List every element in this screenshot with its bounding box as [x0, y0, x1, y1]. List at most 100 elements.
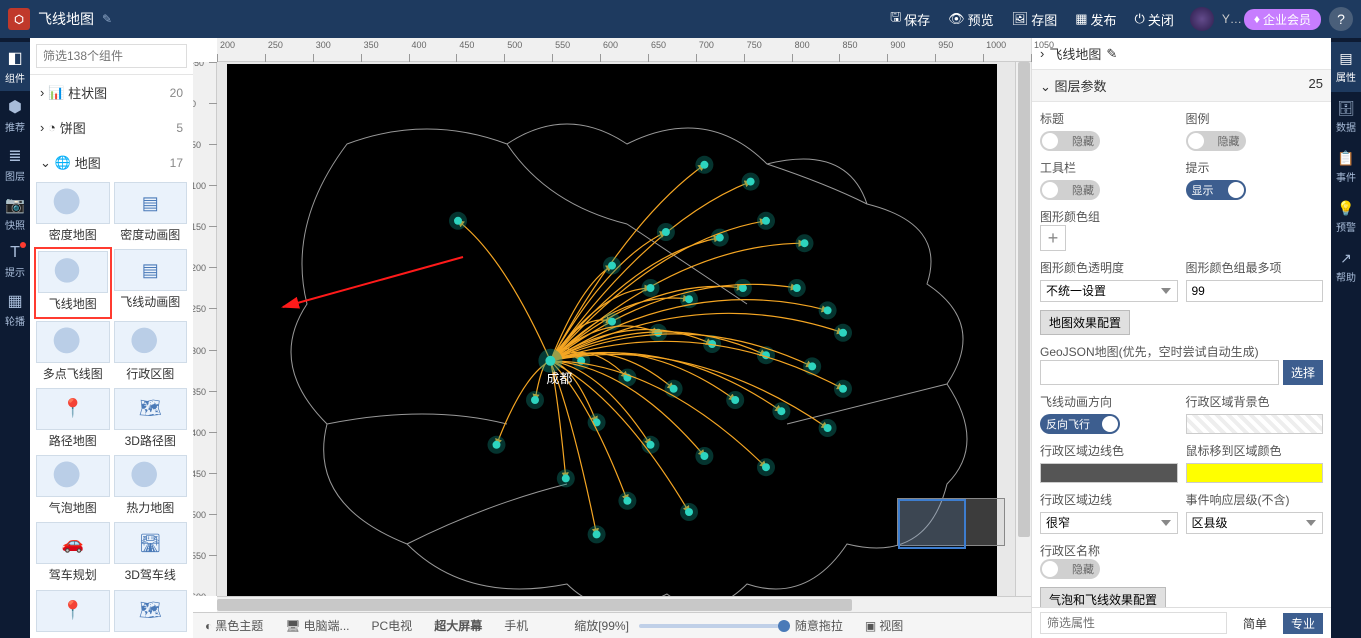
comp-drive-plan[interactable]: 🚗驾车规划: [34, 520, 112, 587]
cat-bar-count: 20: [170, 86, 183, 100]
swatch-hovercolor[interactable]: [1186, 463, 1324, 483]
canvas-scroll-h[interactable]: [217, 596, 1031, 612]
input-maxitems[interactable]: [1186, 280, 1324, 302]
save-button[interactable]: 🖫 保存: [882, 4, 938, 34]
zoom-slider[interactable]: [639, 624, 779, 628]
swatch-bordercolor[interactable]: [1040, 463, 1178, 483]
help-icon[interactable]: ?: [1329, 7, 1353, 31]
component-search-wrap: [30, 38, 193, 75]
comp-label: 路径地图: [49, 434, 97, 448]
publish-button[interactable]: ▦ 发布: [1067, 6, 1124, 33]
minimap[interactable]: [897, 498, 1005, 546]
flyline-map-component[interactable]: 成都: [227, 64, 997, 596]
comp-label: 3D路径图: [125, 434, 176, 448]
toggle-tooltip[interactable]: 显示: [1186, 180, 1246, 200]
select-opacity[interactable]: 不统一设置: [1040, 280, 1178, 302]
props-filter-input[interactable]: [1040, 612, 1227, 634]
toggle-toolbar[interactable]: 隐藏: [1040, 180, 1100, 200]
rrail-events[interactable]: 📋事件: [1331, 142, 1361, 192]
comp-3d-drive[interactable]: 🛣3D驾车线: [112, 520, 190, 587]
label-eventlevel: 事件响应层级(不含): [1186, 491, 1324, 508]
select-eventlevel[interactable]: 区县级: [1186, 512, 1324, 534]
comp-density-map[interactable]: 密度地图: [34, 180, 112, 247]
tab-pro[interactable]: 专业: [1283, 613, 1323, 634]
props-header: › 飞线地图 ✎: [1032, 38, 1331, 70]
rrail-alert[interactable]: 💡预警: [1331, 192, 1361, 242]
rail-label: 推荐: [5, 123, 25, 134]
device-tv[interactable]: PC电视: [366, 615, 419, 636]
select-borderline[interactable]: 很窄: [1040, 512, 1178, 534]
map-svg: 成都: [227, 64, 997, 596]
comp-path-map[interactable]: 📍路径地图: [34, 386, 112, 453]
close-label: 关闭: [1148, 10, 1174, 29]
comp-extra1[interactable]: 📍: [34, 588, 112, 638]
drag-label: 随意拖拉: [795, 617, 843, 634]
comp-extra2[interactable]: 🗺: [112, 588, 190, 638]
rail-snapshot[interactable]: 📷快照: [0, 189, 30, 238]
props-section-header[interactable]: ⌄ 图层参数 25: [1032, 70, 1331, 102]
toggle-flydir[interactable]: 反向飞行: [1040, 414, 1120, 434]
comp-multi-flyline[interactable]: 多点飞线图: [34, 319, 112, 386]
comp-density-anim[interactable]: ▤密度动画图: [112, 180, 190, 247]
vip-badge[interactable]: ♦ 企业会员: [1244, 9, 1321, 30]
bubble-config-button[interactable]: 气泡和飞线效果配置: [1040, 587, 1166, 607]
label-tooltip: 提示: [1186, 159, 1324, 176]
select-geojson-button[interactable]: 选择: [1283, 360, 1323, 385]
view-mode[interactable]: ▣ 视图: [859, 615, 909, 636]
drag-mode[interactable]: 随意拖拉: [789, 615, 849, 636]
rail-components[interactable]: ◧组件: [0, 42, 30, 91]
canvas-body: -50050100150200250300350400450500550600 …: [193, 62, 1031, 596]
saveimg-button[interactable]: 🖼 存图: [1004, 6, 1066, 33]
rrail-help[interactable]: ↗帮助: [1331, 242, 1361, 292]
comp-flyline-map[interactable]: 飞线地图: [34, 247, 112, 318]
label-bordercolor: 行政区域边线色: [1040, 442, 1178, 459]
tv-label: PC电视: [372, 617, 413, 634]
user-avatar[interactable]: [1190, 7, 1214, 31]
category-map[interactable]: ⌄ 🌐 地图 17: [30, 145, 193, 180]
canvas-scroll-v[interactable]: [1015, 62, 1031, 596]
preview-label: 预览: [968, 10, 994, 29]
category-pie[interactable]: › ◔ 饼图 5: [30, 110, 193, 145]
comp-label: 热力地图: [126, 501, 174, 515]
edit-title-icon[interactable]: ✎: [102, 12, 112, 26]
device-mobile[interactable]: 手机: [498, 615, 534, 636]
swatch-bgcolor[interactable]: [1186, 414, 1324, 434]
label-maxitems: 图形颜色组最多项: [1186, 259, 1324, 276]
comp-3d-path[interactable]: 🗺3D路径图: [112, 386, 190, 453]
rail-label: 快照: [5, 221, 25, 232]
tab-simple[interactable]: 简单: [1235, 613, 1275, 634]
mobile-label: 手机: [504, 617, 528, 634]
rail-carousel[interactable]: ▦轮播: [0, 285, 30, 334]
component-search-input[interactable]: [36, 44, 187, 68]
category-bar[interactable]: › 📊 柱状图 20: [30, 75, 193, 110]
device-pc[interactable]: 🖥 电脑端...: [279, 615, 355, 636]
rail-recommend[interactable]: ⬢推荐: [0, 91, 30, 140]
comp-bubble-map[interactable]: 气泡地图: [34, 453, 112, 520]
map-effect-config-button[interactable]: 地图效果配置: [1040, 310, 1130, 335]
view-label: 视图: [879, 617, 903, 634]
toggle-areaname[interactable]: 隐藏: [1040, 559, 1100, 579]
preview-button[interactable]: 👁 预览: [940, 6, 1002, 33]
comp-admin-region[interactable]: 行政区图: [112, 319, 190, 386]
label-areaname: 行政区名称: [1040, 544, 1100, 558]
rrail-label: 属性: [1336, 73, 1356, 84]
theme-button[interactable]: ◐ 黑色主题: [199, 615, 269, 636]
toggle-legend[interactable]: 隐藏: [1186, 131, 1246, 151]
comp-label: 气泡地图: [49, 501, 97, 515]
comp-heat-map[interactable]: 热力地图: [112, 453, 190, 520]
rail-label: 图层: [5, 172, 25, 183]
input-geojson[interactable]: [1040, 360, 1279, 385]
ruler-horizontal: 2002503003504004505005506006507007508008…: [217, 38, 1031, 62]
rail-tips[interactable]: T提示: [0, 238, 30, 285]
rrail-data[interactable]: 🗄数据: [1331, 92, 1361, 142]
rail-layers[interactable]: ≣图层: [0, 140, 30, 189]
rrail-props[interactable]: ▤属性: [1331, 42, 1361, 92]
label-opacity: 图形颜色透明度: [1040, 259, 1178, 276]
app-logo[interactable]: ⬡: [8, 8, 30, 30]
close-button[interactable]: ⏻ 关闭: [1127, 6, 1182, 33]
comp-flyline-anim[interactable]: ▤飞线动画图: [112, 247, 190, 318]
add-color-button[interactable]: +: [1040, 225, 1066, 251]
canvas[interactable]: 成都: [217, 62, 1031, 596]
device-big[interactable]: 超大屏幕: [428, 615, 488, 636]
toggle-title[interactable]: 隐藏: [1040, 131, 1100, 151]
